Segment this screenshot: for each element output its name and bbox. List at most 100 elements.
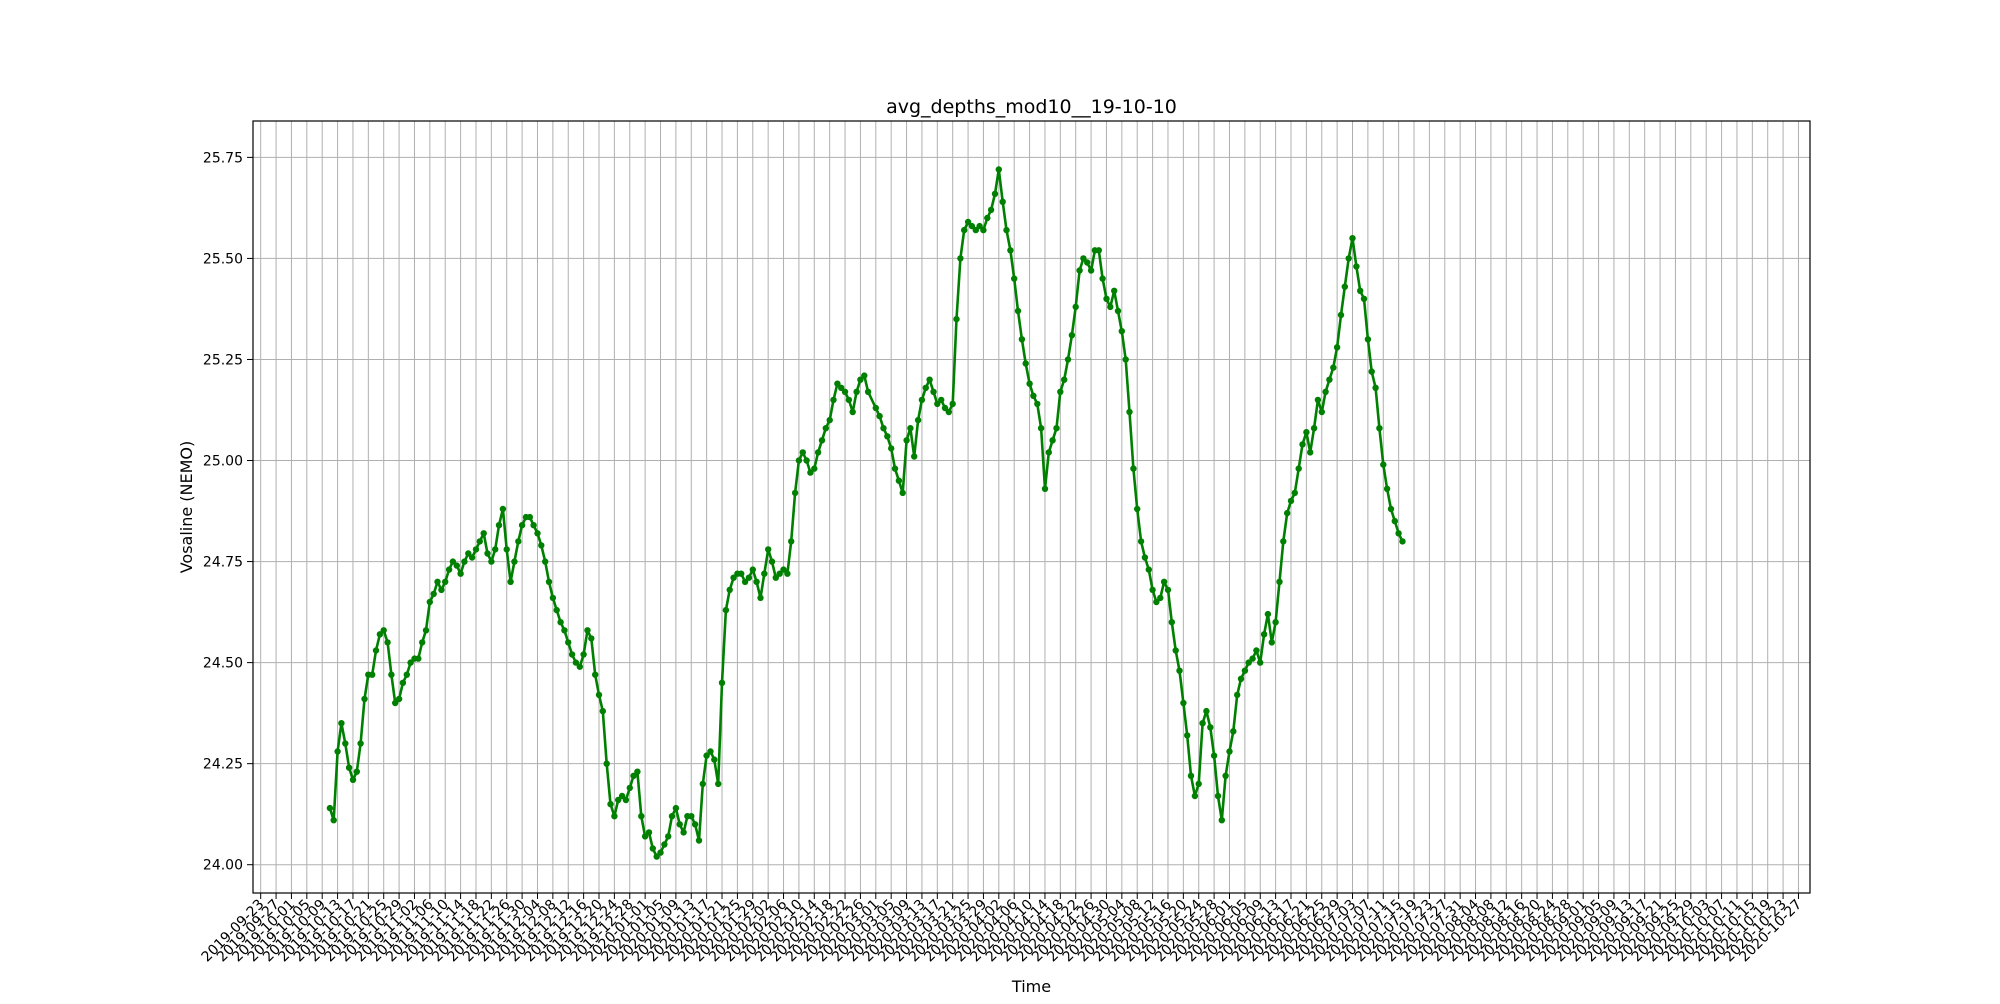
data-point [895, 477, 903, 484]
data-point [1314, 396, 1322, 404]
data-point [392, 699, 399, 707]
data-point [349, 776, 357, 783]
data-point [1349, 235, 1356, 242]
data-point [1337, 311, 1345, 319]
plot-frame [252, 120, 1811, 894]
data-point [1187, 772, 1195, 779]
data-point [653, 853, 660, 860]
data-point [476, 538, 483, 545]
data-point [599, 707, 606, 715]
data-point [1299, 441, 1306, 448]
data-point [776, 570, 783, 577]
data-point [1141, 554, 1149, 561]
data-point [338, 720, 345, 727]
data-point [380, 627, 387, 634]
data-point [538, 542, 545, 549]
data-point [680, 829, 687, 836]
data-point [641, 833, 649, 840]
data-point [903, 437, 910, 444]
data-point [1287, 497, 1295, 505]
data-point [880, 425, 887, 432]
data-point [976, 222, 983, 230]
data-point [1353, 263, 1360, 270]
data-point [480, 530, 487, 537]
data-point [457, 570, 464, 577]
data-point [384, 639, 391, 646]
data-point [888, 445, 895, 452]
data-point [1245, 659, 1252, 666]
data-point [511, 558, 518, 565]
data-point [918, 396, 926, 404]
ticks: 24.00 24.25 24.50 24.75 25.00 25.25 25.50 25.75… [199, 150, 1806, 965]
y-tick-label: 25.25 [203, 352, 243, 368]
data-point [1099, 275, 1106, 282]
data-point [361, 695, 368, 703]
data-point [1322, 388, 1329, 395]
data-point [1280, 538, 1287, 545]
data-point [649, 845, 656, 852]
data-point [930, 388, 937, 395]
data-point [911, 453, 918, 460]
data-point [422, 627, 430, 634]
data-point [449, 558, 457, 565]
data-point [438, 586, 445, 594]
data-point [488, 558, 495, 565]
data-point [1157, 594, 1164, 602]
data-point [957, 255, 964, 262]
data-point [1134, 505, 1141, 513]
data-point [434, 578, 441, 585]
data-point [876, 412, 883, 420]
data-point [899, 489, 906, 497]
data-point [788, 538, 795, 545]
y-tick-label: 25.75 [203, 150, 243, 166]
data-point [557, 619, 564, 626]
y-tick-label: 25.50 [203, 251, 243, 267]
data-point [353, 768, 360, 775]
data-point [657, 849, 664, 856]
data-point [1368, 368, 1375, 375]
data-point [1210, 752, 1218, 759]
data-point [518, 522, 526, 529]
y-tick-label: 24.75 [203, 555, 243, 571]
y-tick-label: 24.25 [203, 757, 243, 773]
data-point [1341, 283, 1349, 290]
data-point [1272, 619, 1279, 626]
data-point [1076, 267, 1083, 274]
data-point [407, 659, 414, 666]
data-point [811, 465, 818, 472]
data-point [515, 538, 522, 545]
data-point [1395, 530, 1402, 537]
data-point [1153, 598, 1160, 606]
data-point [784, 570, 791, 577]
data-point [711, 756, 718, 763]
data-point [949, 400, 956, 408]
data-point [1130, 465, 1137, 472]
data-point [1391, 517, 1399, 525]
data-point [568, 651, 576, 658]
data-point [530, 522, 537, 529]
data-point [1237, 675, 1245, 682]
data-point [1333, 344, 1341, 351]
data-point [1310, 425, 1318, 432]
data-point [1007, 247, 1014, 254]
data-point [695, 837, 703, 844]
data-point [1034, 400, 1041, 408]
data-point [757, 594, 764, 602]
data-point [1145, 566, 1153, 573]
data-point [1084, 259, 1091, 266]
data-point [814, 449, 822, 456]
data-point [1218, 817, 1226, 824]
data-point [972, 226, 979, 234]
data-point [1057, 388, 1064, 395]
data-point [1037, 425, 1045, 432]
data-point [603, 760, 610, 767]
data-point [968, 222, 976, 230]
data-point [1041, 485, 1049, 492]
data-point [765, 546, 772, 553]
data-point [1318, 408, 1326, 416]
data-point [1284, 509, 1291, 517]
data-point [472, 546, 480, 553]
data-point [638, 813, 645, 820]
data-point [357, 740, 364, 747]
data-point [553, 606, 560, 614]
